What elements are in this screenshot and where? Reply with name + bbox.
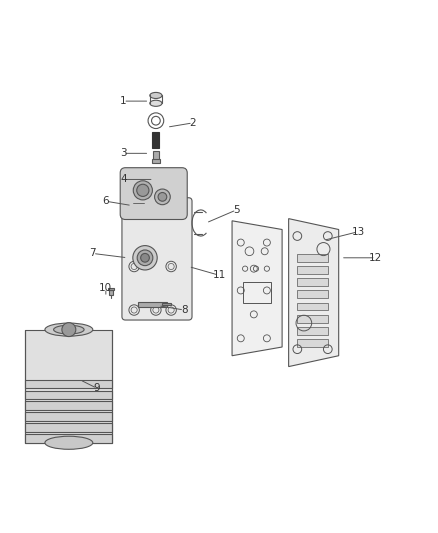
Bar [162, 303, 171, 305]
Bar [138, 302, 167, 307]
Bar [25, 413, 113, 421]
Ellipse shape [45, 323, 93, 336]
FancyBboxPatch shape [122, 198, 192, 320]
Bar [153, 151, 159, 160]
Circle shape [137, 184, 149, 197]
Ellipse shape [150, 100, 162, 107]
Bar [297, 278, 328, 286]
Text: 3: 3 [120, 148, 127, 158]
Ellipse shape [150, 92, 162, 99]
FancyBboxPatch shape [120, 168, 187, 220]
Bar [110, 290, 113, 295]
Bar [297, 315, 328, 322]
Bar [243, 282, 271, 303]
Bar [152, 133, 159, 148]
Text: 9: 9 [94, 383, 100, 393]
Circle shape [155, 189, 170, 205]
Circle shape [133, 181, 152, 200]
Text: 5: 5 [233, 205, 240, 215]
Bar [297, 339, 328, 347]
Circle shape [158, 192, 167, 201]
Text: 12: 12 [369, 253, 382, 263]
Text: 8: 8 [181, 305, 187, 315]
Bar [297, 290, 328, 298]
Text: 10: 10 [99, 283, 113, 293]
Text: 13: 13 [352, 227, 365, 237]
Circle shape [141, 254, 149, 262]
Text: 6: 6 [102, 196, 109, 206]
Bar [297, 303, 328, 310]
Circle shape [133, 246, 157, 270]
Text: 2: 2 [190, 118, 196, 128]
Bar [109, 288, 114, 290]
Circle shape [137, 250, 153, 265]
Text: 7: 7 [89, 248, 96, 259]
Bar [25, 391, 113, 399]
Bar [25, 401, 113, 410]
Ellipse shape [45, 436, 93, 449]
Bar [297, 254, 328, 262]
Bar [152, 159, 160, 163]
Text: 1: 1 [120, 96, 127, 106]
Text: 11: 11 [212, 270, 226, 280]
Bar [297, 266, 328, 274]
Bar [25, 329, 113, 443]
Bar [25, 423, 113, 432]
Polygon shape [289, 219, 339, 367]
Circle shape [62, 322, 76, 336]
Bar [297, 327, 328, 335]
Text: 4: 4 [120, 174, 127, 184]
Bar [25, 379, 113, 389]
Ellipse shape [53, 325, 84, 334]
Polygon shape [232, 221, 282, 356]
Bar [25, 434, 113, 443]
